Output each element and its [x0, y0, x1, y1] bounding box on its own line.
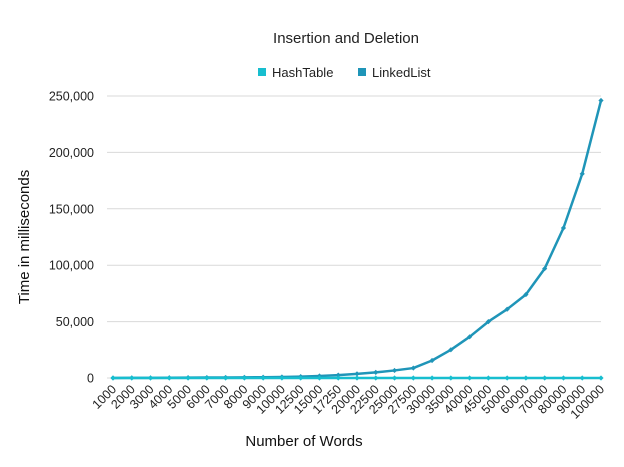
- hashtable-point: [579, 375, 585, 381]
- hashtable-point: [504, 375, 510, 381]
- hashtable-point: [279, 375, 285, 381]
- gridlines: [107, 95, 601, 379]
- linkedlist-point: [391, 367, 398, 374]
- y-tick-label: 50,000: [56, 315, 94, 329]
- hashtable-point: [223, 375, 229, 381]
- chart-title: Insertion and Deletion: [273, 30, 419, 47]
- y-tick-label: 0: [87, 372, 94, 386]
- hashtable-point: [542, 375, 548, 381]
- hashtable-point: [391, 375, 398, 381]
- linkedlist-point: [560, 225, 567, 231]
- linkedlist-point: [429, 357, 435, 364]
- hashtable-point: [523, 375, 529, 381]
- linkedlist-point: [485, 319, 491, 325]
- linkedlist-point: [523, 291, 529, 298]
- series-linkedlist: [110, 97, 604, 381]
- y-axis-title: Time in milliseconds: [16, 170, 33, 304]
- hashtable-point: [110, 375, 116, 381]
- hashtable-point: [429, 375, 435, 381]
- hashtable-point: [166, 375, 172, 381]
- linkedlist-point: [467, 334, 473, 340]
- linkedlist-point: [448, 347, 454, 353]
- hashtable-point: [147, 375, 154, 381]
- hashtable-point: [448, 375, 454, 381]
- y-tick-label: 200,000: [49, 146, 94, 160]
- x-axis-title: Number of Words: [245, 433, 362, 450]
- linkedlist-point: [579, 171, 585, 177]
- hashtable-point: [185, 375, 191, 381]
- hashtable-point: [241, 375, 247, 381]
- hashtable-point: [129, 375, 135, 381]
- hashtable-point: [410, 375, 416, 381]
- y-tick-label: 250,000: [49, 90, 94, 104]
- legend-label-linkedlist: LinkedList: [372, 65, 431, 80]
- linkedlist-point: [354, 371, 360, 377]
- hashtable-point: [467, 375, 473, 381]
- linkedlist-point: [598, 97, 604, 104]
- legend-swatch-hashtable: [258, 68, 266, 76]
- hashtable-point: [560, 375, 567, 381]
- hashtable-point: [316, 375, 323, 381]
- hashtable-point: [298, 375, 304, 381]
- legend: HashTable LinkedList: [258, 65, 431, 80]
- linkedlist-point: [504, 306, 510, 312]
- hashtable-point: [485, 375, 491, 381]
- legend-swatch-linkedlist: [358, 68, 366, 76]
- legend-label-hashtable: HashTable: [272, 65, 333, 80]
- hashtable-point: [335, 375, 341, 381]
- y-tick-label: 100,000: [49, 259, 94, 273]
- y-axis-ticks: 0 50,000 100,000 150,000 200,000 250,000: [49, 90, 94, 386]
- hashtable-point: [598, 375, 604, 381]
- linkedlist-point: [542, 265, 548, 272]
- linkedlist-point: [373, 369, 379, 375]
- linkedlist-line: [112, 100, 603, 380]
- series-hashtable: [110, 375, 604, 381]
- hashtable-point: [204, 375, 210, 381]
- linkedlist-point: [335, 372, 341, 378]
- series-layer: [110, 97, 604, 381]
- x-axis-ticks: 1000200030004000500060007000800090001000…: [90, 382, 608, 421]
- linkedlist-point: [410, 365, 416, 371]
- y-tick-label: 150,000: [49, 202, 94, 216]
- hashtable-point: [373, 375, 379, 381]
- hashtable-point: [260, 375, 266, 381]
- hashtable-point: [354, 375, 360, 381]
